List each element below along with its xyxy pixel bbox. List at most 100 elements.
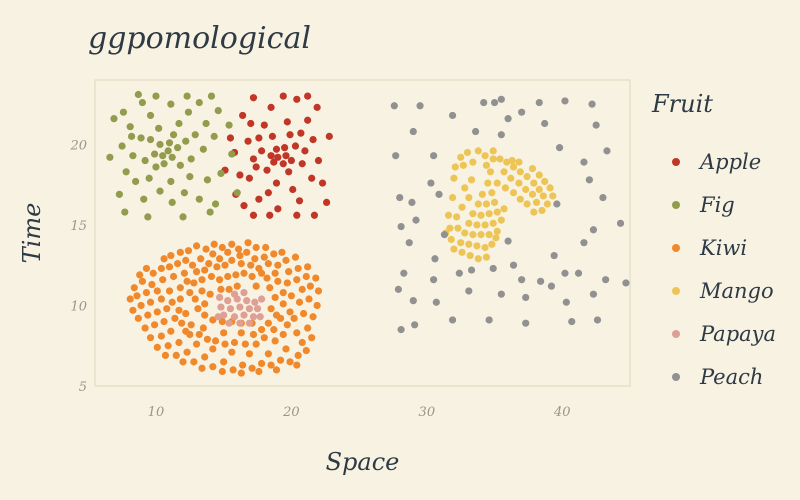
point-peach xyxy=(588,100,596,108)
point-kiwi xyxy=(167,327,175,335)
point-kiwi xyxy=(182,309,190,318)
point-fig xyxy=(137,134,145,142)
point-fig xyxy=(146,111,155,120)
point-peach xyxy=(448,316,457,324)
point-mango xyxy=(530,179,538,187)
point-mango xyxy=(450,245,458,253)
point-papaya xyxy=(230,290,239,298)
point-mango xyxy=(474,255,482,263)
point-mango xyxy=(458,248,466,256)
point-kiwi xyxy=(241,340,249,348)
point-peach xyxy=(408,198,416,206)
point-mango xyxy=(496,155,504,163)
point-kiwi xyxy=(134,314,142,322)
point-apple xyxy=(245,174,254,182)
point-mango xyxy=(465,219,473,227)
point-kiwi xyxy=(224,272,232,281)
point-mango xyxy=(461,184,469,192)
point-fig xyxy=(141,156,149,165)
point-fig xyxy=(144,213,152,221)
point-peach xyxy=(409,127,417,136)
point-kiwi xyxy=(211,337,220,345)
point-mango xyxy=(447,235,455,244)
point-kiwi xyxy=(192,268,201,276)
point-kiwi xyxy=(252,243,260,252)
point-mango xyxy=(482,200,491,208)
point-kiwi xyxy=(188,261,197,269)
point-peach xyxy=(550,251,558,260)
point-peach xyxy=(589,290,598,298)
point-apple xyxy=(266,211,274,219)
x-tick-label: 40 xyxy=(553,405,571,420)
point-peach xyxy=(599,193,607,202)
point-mango xyxy=(481,243,489,252)
point-fig xyxy=(152,92,160,100)
point-kiwi xyxy=(228,256,236,264)
point-apple xyxy=(252,163,260,171)
point-peach xyxy=(485,316,493,324)
point-mango xyxy=(467,176,476,184)
point-mango xyxy=(488,189,496,197)
point-mango xyxy=(500,205,508,213)
point-mango xyxy=(492,234,500,242)
point-peach xyxy=(409,297,417,305)
point-kiwi xyxy=(221,261,229,269)
point-mango xyxy=(450,174,458,182)
point-kiwi xyxy=(218,243,226,252)
y-axis: 5 10 15 20 xyxy=(69,138,87,395)
point-apple xyxy=(304,92,312,100)
point-kiwi xyxy=(161,351,170,359)
point-papaya xyxy=(251,298,259,306)
point-fig xyxy=(159,152,167,160)
point-kiwi xyxy=(279,288,287,297)
point-kiwi xyxy=(130,284,138,292)
point-peach xyxy=(427,179,435,187)
point-apple xyxy=(244,137,252,145)
point-kiwi xyxy=(201,311,209,319)
point-peach xyxy=(440,231,449,239)
point-kiwi xyxy=(283,321,291,329)
point-kiwi xyxy=(312,274,320,282)
point-fig xyxy=(176,161,184,169)
point-peach xyxy=(504,237,512,245)
point-kiwi xyxy=(308,334,316,342)
point-fig xyxy=(156,140,164,149)
point-apple xyxy=(255,195,263,203)
point-kiwi xyxy=(309,313,317,321)
point-kiwi xyxy=(171,314,179,322)
point-kiwi xyxy=(178,319,186,327)
legend-swatch-kiwi xyxy=(672,244,680,252)
legend-label-apple: Apple xyxy=(698,150,761,174)
point-fig xyxy=(169,131,178,139)
point-kiwi xyxy=(237,329,245,337)
point-kiwi xyxy=(306,282,314,290)
point-kiwi xyxy=(163,305,171,313)
point-kiwi xyxy=(295,298,304,306)
point-kiwi xyxy=(229,366,237,374)
point-fig xyxy=(199,145,207,153)
point-apple xyxy=(264,189,272,197)
point-kiwi xyxy=(199,324,207,332)
point-kiwi xyxy=(137,301,145,310)
point-papaya xyxy=(236,303,244,311)
point-fig xyxy=(186,173,194,181)
point-papaya xyxy=(217,303,225,311)
point-fig xyxy=(207,92,216,100)
point-kiwi xyxy=(191,295,199,303)
point-kiwi xyxy=(144,311,152,319)
point-kiwi xyxy=(160,255,168,263)
point-kiwi xyxy=(313,301,321,310)
point-mango xyxy=(497,216,505,224)
legend-swatch-mango xyxy=(672,287,680,295)
point-fig xyxy=(187,155,195,163)
point-kiwi xyxy=(248,364,256,372)
point-kiwi xyxy=(239,361,247,369)
point-kiwi xyxy=(298,285,306,293)
point-kiwi xyxy=(179,358,187,366)
point-papaya xyxy=(245,305,254,313)
point-kiwi xyxy=(160,317,168,326)
point-mango xyxy=(489,219,497,227)
point-apple xyxy=(293,211,301,219)
point-fig xyxy=(122,168,130,176)
